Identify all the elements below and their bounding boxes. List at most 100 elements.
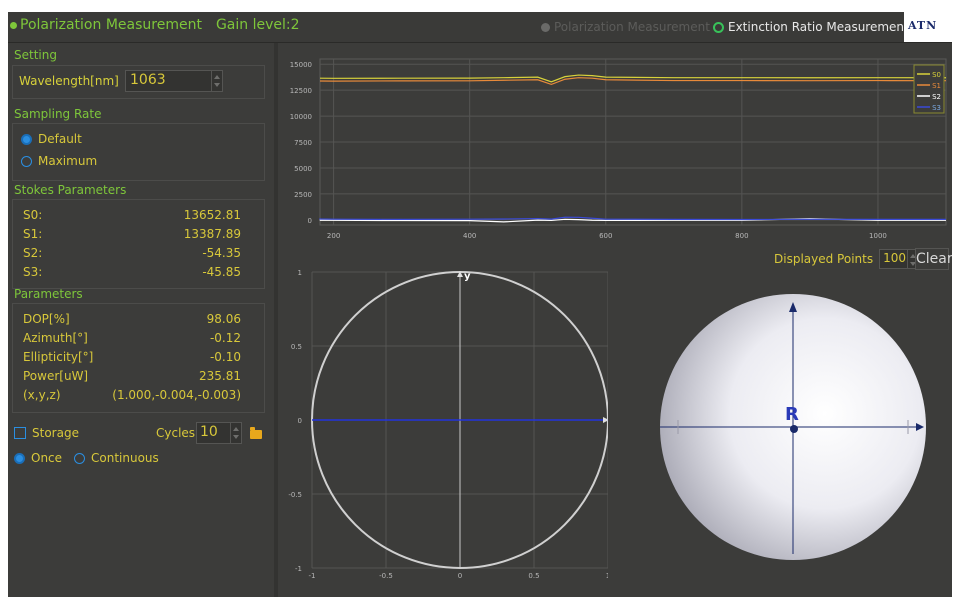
sampling-default-radio[interactable]: Default bbox=[21, 132, 82, 146]
polarization-circle-plot: -1-0.500.51-1-0.500.51yx bbox=[288, 269, 608, 580]
spin-arrows-icon[interactable] bbox=[230, 423, 241, 443]
wavelength-label: Wavelength[nm] bbox=[19, 74, 119, 88]
param-row-ellipticity: Ellipticity[°] -0.10 bbox=[23, 350, 241, 364]
x-tick-label: 1 bbox=[606, 572, 608, 580]
app-window: Polarization Measurement Gain level:2 Po… bbox=[8, 12, 952, 597]
spin-arrows-icon[interactable] bbox=[211, 71, 222, 91]
radio-icon bbox=[713, 21, 724, 33]
sampling-maximum-label: Maximum bbox=[38, 154, 98, 168]
storage-once-radio[interactable]: Once bbox=[14, 451, 62, 465]
series-line-s0 bbox=[319, 74, 947, 83]
stokes-row-s0: S0: 13652.81 bbox=[23, 208, 241, 222]
clear-button[interactable]: Clear bbox=[915, 248, 952, 270]
stokes-group: S0: 13652.81 S1: 13387.89 S2: -54.35 S3: -45… bbox=[12, 199, 265, 289]
parameters-title: Parameters bbox=[14, 287, 83, 301]
sphere-point bbox=[790, 425, 798, 433]
status-dot-icon bbox=[10, 21, 17, 29]
param-row-azimuth: Azimuth[°] -0.12 bbox=[23, 331, 241, 345]
stokes-row-s2: S2: -54.35 bbox=[23, 246, 241, 260]
checkbox-icon bbox=[14, 427, 26, 439]
storage-continuous-radio[interactable]: Continuous bbox=[74, 451, 159, 465]
displayed-points-input[interactable]: 100 bbox=[879, 249, 920, 269]
sampling-default-label: Default bbox=[38, 132, 82, 146]
y-tick-label: 1 bbox=[298, 269, 302, 277]
x-tick-label: 0 bbox=[458, 572, 462, 580]
radio-unchecked-icon bbox=[21, 155, 32, 167]
arrow-up-icon bbox=[789, 302, 797, 312]
y-tick-label: 2500 bbox=[294, 191, 312, 199]
title-group: Polarization Measurement Gain level:2 bbox=[10, 17, 300, 33]
radio-checked-icon bbox=[21, 133, 32, 145]
stokes-plot: 200 400 600 800 1000025005000750010000125001… bbox=[290, 58, 947, 240]
displayed-points-label: Displayed Points bbox=[774, 252, 874, 266]
gain-level: Gain level:2 bbox=[215, 17, 300, 33]
legend-label: S1 bbox=[932, 82, 941, 90]
mode-polarization-label: Polarization Measurement bbox=[554, 20, 710, 34]
cycles-label: Cycles bbox=[156, 426, 196, 440]
y-tick-label: 0.5 bbox=[291, 343, 302, 351]
stokes-row-s3: S3: -45.85 bbox=[23, 265, 241, 279]
x-tick-label: 200 bbox=[327, 232, 340, 240]
wavelength-value: 1063 bbox=[130, 72, 166, 88]
radio-unchecked-icon bbox=[74, 452, 85, 464]
legend-label: S3 bbox=[932, 104, 941, 112]
setting-group: Wavelength[nm] 1063 bbox=[12, 65, 265, 99]
legend-label: S2 bbox=[932, 93, 941, 101]
sampling-maximum-radio[interactable]: Maximum bbox=[21, 154, 97, 168]
displayed-points-value: 100 bbox=[883, 251, 906, 265]
x-tick-label: -0.5 bbox=[379, 572, 393, 580]
parameters-group: DOP[%] 98.06 Azimuth[°] -0.12 Ellipticity[… bbox=[12, 303, 265, 413]
x-tick-label: 600 bbox=[599, 232, 612, 240]
x-tick-label: -1 bbox=[309, 572, 316, 580]
y-tick-label: 15000 bbox=[290, 61, 312, 69]
displayed-points: Displayed Points 100 bbox=[774, 249, 920, 269]
x-tick-label: 400 bbox=[463, 232, 476, 240]
y-tick-label: 5000 bbox=[294, 165, 312, 173]
storage-label: Storage bbox=[32, 426, 79, 440]
y-axis-label: y bbox=[464, 271, 471, 282]
mode-extinction-label: Extinction Ratio Measurement bbox=[728, 20, 909, 34]
spin-arrows-icon[interactable] bbox=[907, 250, 918, 268]
wavelength-input[interactable]: 1063 bbox=[125, 70, 223, 92]
y-tick-label: 12500 bbox=[290, 87, 312, 95]
param-row-dop: DOP[%] 98.06 bbox=[23, 312, 241, 326]
y-tick-label: -0.5 bbox=[288, 491, 302, 499]
cycles-input[interactable]: 10 bbox=[196, 422, 242, 444]
logo: ATN bbox=[904, 12, 952, 42]
sampling-group: Default Maximum bbox=[12, 123, 265, 181]
param-row-xyz: (x,y,z) (1.000,-0.004,-0.003) bbox=[23, 388, 241, 402]
x-tick-label: 1000 bbox=[869, 232, 887, 240]
mode-polarization-radio[interactable]: Polarization Measurement bbox=[541, 20, 710, 34]
poincare-sphere: R bbox=[660, 294, 926, 560]
y-tick-label: -1 bbox=[295, 565, 302, 573]
legend-label: S0 bbox=[932, 71, 941, 79]
sampling-title: Sampling Rate bbox=[14, 107, 102, 121]
stokes-row-s1: S1: 13387.89 bbox=[23, 227, 241, 241]
y-tick-label: 10000 bbox=[290, 113, 312, 121]
logo-text: ATN bbox=[908, 19, 938, 32]
panel-divider bbox=[274, 43, 278, 597]
arrow-up-icon bbox=[457, 271, 463, 277]
x-tick-label: 800 bbox=[735, 232, 748, 240]
y-tick-label: 0 bbox=[298, 417, 302, 425]
radio-icon bbox=[541, 22, 550, 32]
setting-title: Setting bbox=[14, 48, 57, 62]
storage-checkbox[interactable]: Storage bbox=[14, 426, 79, 440]
arrow-right-icon bbox=[603, 417, 608, 423]
y-tick-label: 7500 bbox=[294, 139, 312, 147]
storage-continuous-label: Continuous bbox=[91, 451, 159, 465]
storage-once-label: Once bbox=[31, 451, 63, 465]
arrow-right-icon bbox=[916, 423, 924, 431]
sphere-point-label: R bbox=[785, 404, 799, 425]
series-line-s1 bbox=[319, 77, 947, 86]
x-tick-label: 0.5 bbox=[528, 572, 539, 580]
stokes-title: Stokes Parameters bbox=[14, 183, 127, 197]
left-panel: Setting Wavelength[nm] 1063 Sampling Rat… bbox=[8, 43, 274, 597]
folder-icon[interactable] bbox=[250, 427, 262, 439]
param-row-power: Power[uW] 235.81 bbox=[23, 369, 241, 383]
title-bar: Polarization Measurement Gain level:2 Po… bbox=[8, 12, 952, 43]
mode-extinction-radio[interactable]: Extinction Ratio Measurement bbox=[713, 20, 909, 34]
app-title: Polarization Measurement bbox=[20, 17, 202, 33]
cycles-value: 10 bbox=[200, 424, 218, 440]
legend-box bbox=[913, 64, 945, 114]
